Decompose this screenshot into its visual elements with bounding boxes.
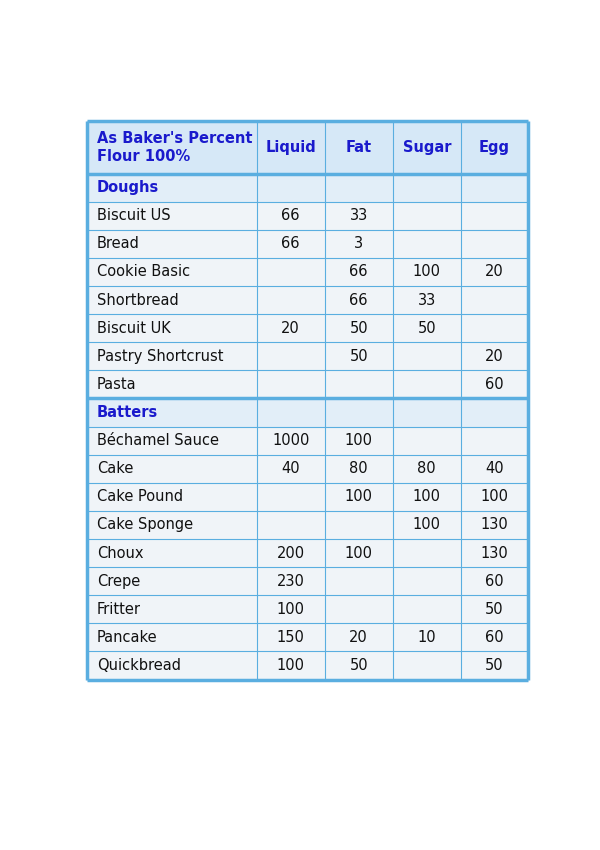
Text: 33: 33: [418, 292, 436, 308]
Text: 40: 40: [485, 462, 504, 476]
Text: Pastry Shortcrust: Pastry Shortcrust: [97, 348, 223, 364]
Bar: [86, 314, 529, 343]
Text: Quickbread: Quickbread: [97, 658, 181, 673]
Text: 100: 100: [345, 434, 373, 448]
Text: 20: 20: [281, 320, 300, 336]
Text: 66: 66: [281, 208, 300, 224]
Text: 50: 50: [485, 602, 504, 617]
Text: 50: 50: [349, 348, 368, 364]
Text: 200: 200: [277, 546, 305, 560]
Text: 100: 100: [413, 490, 441, 504]
Text: Choux: Choux: [97, 546, 143, 560]
Text: 20: 20: [485, 264, 504, 280]
Bar: [86, 595, 529, 623]
Text: 66: 66: [281, 236, 300, 252]
Text: 20: 20: [349, 630, 368, 645]
Text: 50: 50: [485, 658, 504, 673]
Text: 100: 100: [277, 658, 305, 673]
Bar: [86, 567, 529, 595]
Text: Crepe: Crepe: [97, 574, 140, 589]
Text: 66: 66: [349, 292, 368, 308]
Text: 20: 20: [485, 348, 504, 364]
Text: 50: 50: [349, 658, 368, 673]
Bar: [86, 511, 529, 539]
Text: Doughs: Doughs: [97, 180, 159, 196]
Text: Biscuit US: Biscuit US: [97, 208, 170, 224]
Text: 66: 66: [349, 264, 368, 280]
Bar: [86, 122, 529, 173]
Text: 100: 100: [277, 602, 305, 617]
Text: Biscuit UK: Biscuit UK: [97, 320, 170, 336]
Text: Pancake: Pancake: [97, 630, 157, 645]
Bar: [86, 427, 529, 455]
Text: Cookie Basic: Cookie Basic: [97, 264, 190, 280]
Text: Sugar: Sugar: [403, 140, 451, 155]
Text: 60: 60: [485, 377, 504, 392]
Bar: [86, 371, 529, 399]
Bar: [86, 258, 529, 286]
Bar: [86, 539, 529, 567]
Bar: [86, 623, 529, 651]
Text: 33: 33: [350, 208, 368, 224]
Bar: [86, 201, 529, 230]
Text: 80: 80: [418, 462, 436, 476]
Bar: [86, 343, 529, 371]
Text: Cake Sponge: Cake Sponge: [97, 518, 193, 532]
Bar: [86, 286, 529, 314]
Text: 100: 100: [345, 546, 373, 560]
Bar: [86, 230, 529, 258]
Bar: [86, 455, 529, 483]
Text: 1000: 1000: [272, 434, 310, 448]
Text: 50: 50: [418, 320, 436, 336]
Bar: [86, 399, 529, 427]
Text: Pasta: Pasta: [97, 377, 136, 392]
Text: Fritter: Fritter: [97, 602, 140, 617]
Bar: [86, 483, 529, 511]
Text: 100: 100: [481, 490, 509, 504]
Bar: [86, 173, 529, 201]
Text: Fat: Fat: [346, 140, 372, 155]
Text: 100: 100: [413, 264, 441, 280]
Text: 40: 40: [281, 462, 300, 476]
Bar: [86, 651, 529, 679]
Text: Cake Pound: Cake Pound: [97, 490, 183, 504]
Text: 60: 60: [485, 574, 504, 589]
Text: 60: 60: [485, 630, 504, 645]
Text: 230: 230: [277, 574, 305, 589]
Text: 100: 100: [345, 490, 373, 504]
Text: As Baker's Percent
Flour 100%: As Baker's Percent Flour 100%: [97, 131, 252, 164]
Text: Liquid: Liquid: [265, 140, 316, 155]
Text: 130: 130: [481, 546, 508, 560]
Text: 80: 80: [349, 462, 368, 476]
Text: Béchamel Sauce: Béchamel Sauce: [97, 434, 218, 448]
Text: 130: 130: [481, 518, 508, 532]
Text: 10: 10: [418, 630, 436, 645]
Text: 150: 150: [277, 630, 305, 645]
Text: 100: 100: [413, 518, 441, 532]
Text: Bread: Bread: [97, 236, 140, 252]
Text: Egg: Egg: [479, 140, 510, 155]
Text: Shortbread: Shortbread: [97, 292, 178, 308]
Text: Batters: Batters: [97, 405, 158, 420]
Text: Cake: Cake: [97, 462, 133, 476]
Text: 3: 3: [354, 236, 364, 252]
Text: 50: 50: [349, 320, 368, 336]
